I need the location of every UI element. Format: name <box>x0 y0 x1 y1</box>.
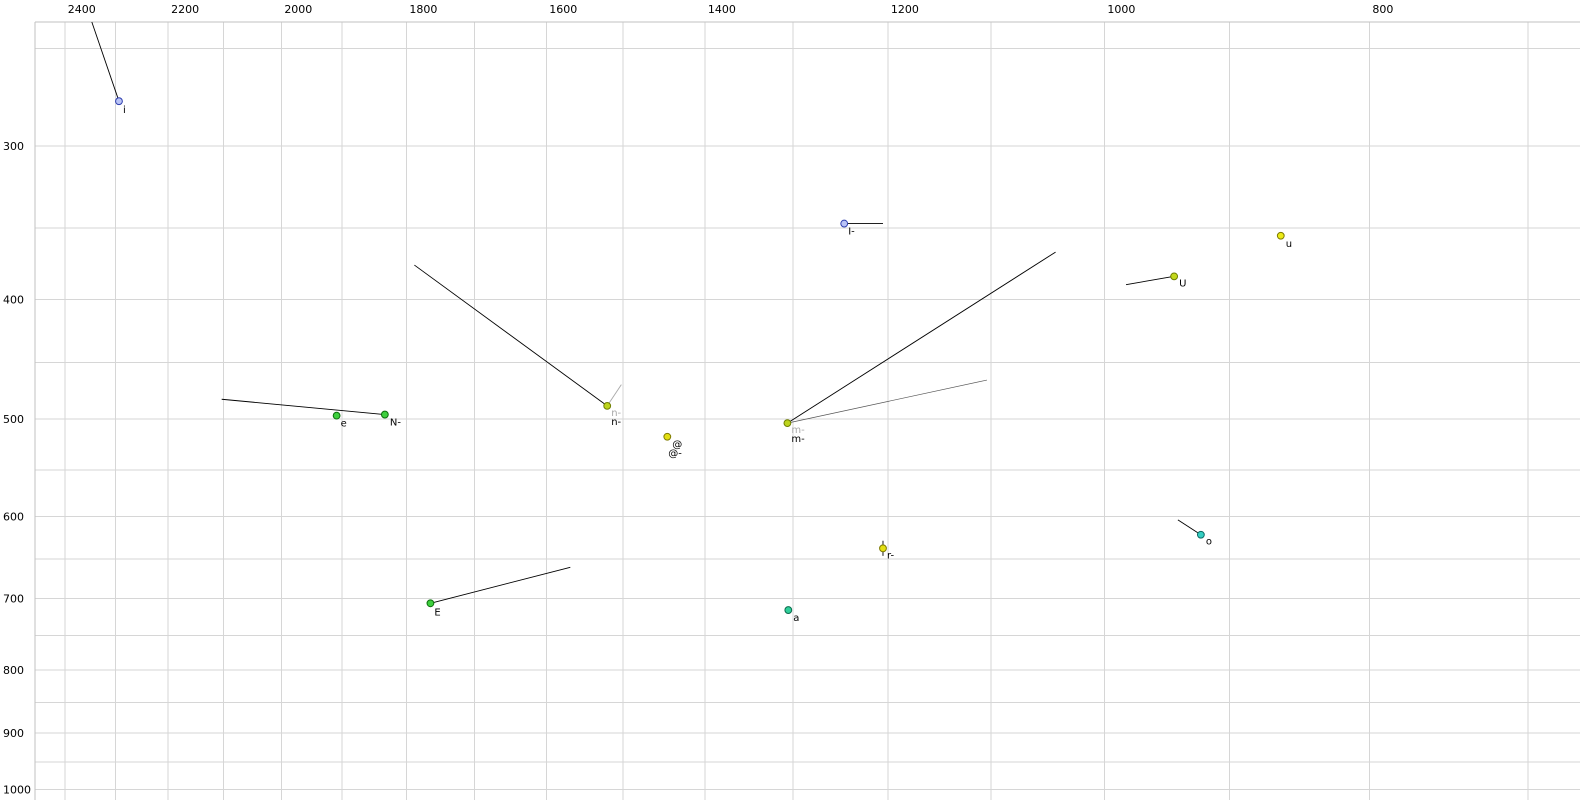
point-label-5-at-: @- <box>668 449 682 460</box>
trajectory-9-u-0 <box>1125 275 1175 286</box>
x-tick-label-1600: 1600 <box>549 3 577 16</box>
point-label-2-n-: N- <box>390 418 401 429</box>
point-label-12-a: a <box>793 613 799 624</box>
y-tick-label-1000: 1000 <box>3 783 31 796</box>
point-label-10-o: o <box>1206 537 1212 548</box>
trajectory-0-i-0 <box>91 21 120 102</box>
data-point-1-e[interactable] <box>332 411 341 420</box>
point-label-1-e: e <box>341 419 347 430</box>
point-label-0-i: i <box>123 105 126 116</box>
data-point-13-e[interactable] <box>426 599 435 608</box>
trajectory-6-m--0 <box>787 251 1056 424</box>
data-point-12-a[interactable] <box>784 606 793 614</box>
y-tick-label-500: 500 <box>3 413 24 426</box>
x-tick-label-800: 800 <box>1372 3 1393 16</box>
point-label-3-n-: n- <box>611 417 621 428</box>
point-sublabel-3-n-: n- <box>611 408 621 419</box>
x-tick-label-2000: 2000 <box>284 3 312 16</box>
data-point-9-u[interactable] <box>1170 272 1179 281</box>
data-point-3-n-[interactable] <box>603 401 612 410</box>
y-tick-label-900: 900 <box>3 727 24 740</box>
x-tick-label-1400: 1400 <box>708 3 736 16</box>
data-point-7-i-[interactable] <box>840 219 849 228</box>
trajectory-2-n--0 <box>221 398 385 416</box>
x-tick-label-1200: 1200 <box>891 3 919 16</box>
data-point-2-n-[interactable] <box>380 410 389 419</box>
point-label-11-r-: r- <box>887 550 894 561</box>
data-point-6-m-[interactable] <box>783 419 792 428</box>
point-label-4-at: @ <box>672 440 682 451</box>
point-label-8-u: u <box>1286 239 1292 250</box>
x-tick-label-2200: 2200 <box>171 3 199 16</box>
trajectory-3-n--0 <box>414 264 608 407</box>
trajectory-6-m--1 <box>787 379 988 424</box>
trajectory-13-e-0 <box>430 566 571 604</box>
y-tick-label-700: 700 <box>3 593 24 606</box>
point-label-13-e: E <box>434 607 440 618</box>
y-tick-label-600: 600 <box>3 510 24 523</box>
y-tick-label-800: 800 <box>3 664 24 677</box>
point-label-7-i-: I- <box>848 227 855 238</box>
x-tick-label-1000: 1000 <box>1107 3 1135 16</box>
trajectory-10-o-0 <box>1177 519 1202 536</box>
data-point-10-o[interactable] <box>1196 530 1205 539</box>
point-label-6-m-: m- <box>791 434 805 445</box>
point-label-9-u: U <box>1179 278 1186 289</box>
x-tick-label-2400: 2400 <box>68 3 96 16</box>
data-point-8-u[interactable] <box>1276 231 1285 240</box>
trajectory-3-n--1 <box>606 384 622 407</box>
data-point-4-at[interactable] <box>663 432 672 441</box>
data-point-0-i[interactable] <box>115 97 123 106</box>
y-tick-label-300: 300 <box>3 140 24 153</box>
y-tick-label-400: 400 <box>3 294 24 307</box>
x-tick-label-1800: 1800 <box>409 3 437 16</box>
data-point-11-r-[interactable] <box>879 544 887 553</box>
point-sublabel-6-m-: m- <box>791 425 805 436</box>
